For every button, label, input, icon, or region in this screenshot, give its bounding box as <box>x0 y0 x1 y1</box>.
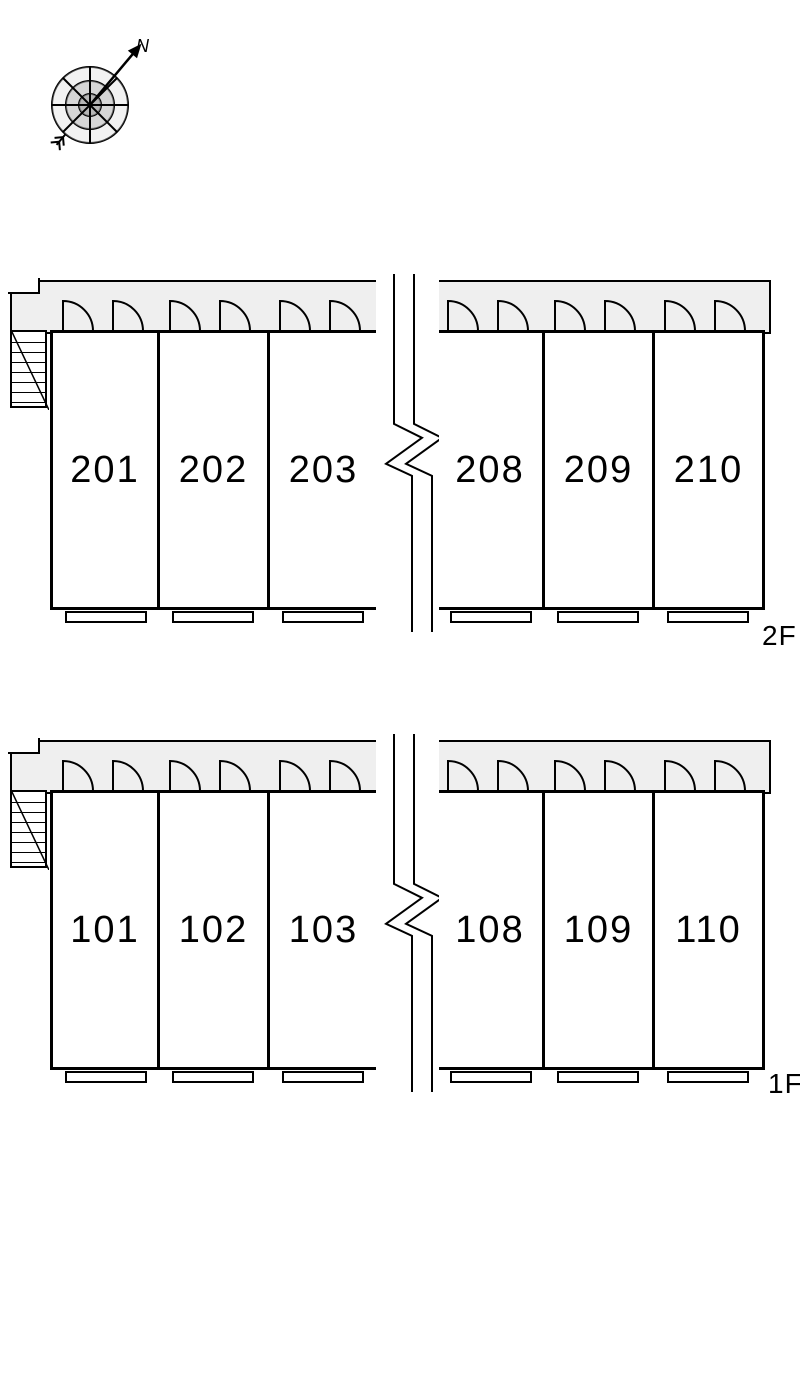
door-arc-icon <box>663 757 699 793</box>
door-arc-icon <box>61 757 97 793</box>
door-arc-icon <box>713 757 749 793</box>
door-arc-icon <box>218 757 254 793</box>
door-arc-icon <box>61 297 97 333</box>
unit-203: 203 <box>270 330 380 610</box>
unit-209: 209 <box>545 330 655 610</box>
unit-201: 201 <box>50 330 160 610</box>
door-arc-icon <box>713 297 749 333</box>
door-arc-icon <box>496 297 532 333</box>
door-arc-icon <box>111 297 147 333</box>
unit-label: 208 <box>455 449 524 492</box>
unit-label: 201 <box>70 449 139 492</box>
unit-208: 208 <box>435 330 545 610</box>
unit-label: 203 <box>289 449 358 492</box>
floor-label: 1F <box>768 1068 800 1100</box>
balcony <box>450 1071 532 1083</box>
door-arc-icon <box>553 757 589 793</box>
compass-rose: N <box>30 30 160 165</box>
door-arc-icon <box>446 757 482 793</box>
door-arc-icon <box>278 297 314 333</box>
corridor-notch <box>8 278 40 294</box>
unit-103: 103 <box>270 790 380 1070</box>
door-arc-icon <box>168 297 204 333</box>
balcony <box>172 1071 254 1083</box>
unit-label: 209 <box>564 449 633 492</box>
door-arc-icon <box>553 297 589 333</box>
door-arc-icon <box>168 757 204 793</box>
unit-label: 202 <box>179 449 248 492</box>
section-break-lines <box>376 274 439 637</box>
compass-n-label: N <box>136 36 150 56</box>
balcony <box>450 611 532 623</box>
balcony <box>172 611 254 623</box>
door-arc-icon <box>446 297 482 333</box>
balcony <box>667 1071 749 1083</box>
unit-108: 108 <box>435 790 545 1070</box>
balcony <box>65 1071 147 1083</box>
unit-label: 108 <box>455 909 524 952</box>
section-break-lines <box>376 734 439 1097</box>
door-arc-icon <box>496 757 532 793</box>
door-arc-icon <box>603 757 639 793</box>
balcony <box>557 611 639 623</box>
unit-110: 110 <box>655 790 765 1070</box>
balcony <box>282 1071 364 1083</box>
corridor-notch <box>8 738 40 754</box>
unit-label: 101 <box>70 909 139 952</box>
floor-label: 2F <box>762 620 797 652</box>
balcony <box>557 1071 639 1083</box>
unit-label: 102 <box>179 909 248 952</box>
door-arc-icon <box>111 757 147 793</box>
unit-202: 202 <box>160 330 270 610</box>
unit-109: 109 <box>545 790 655 1070</box>
unit-label: 210 <box>674 449 743 492</box>
stairs <box>10 790 47 868</box>
unit-102: 102 <box>160 790 270 1070</box>
door-arc-icon <box>663 297 699 333</box>
unit-210: 210 <box>655 330 765 610</box>
unit-label: 109 <box>564 909 633 952</box>
stairs <box>10 330 47 408</box>
door-arc-icon <box>278 757 314 793</box>
door-arc-icon <box>218 297 254 333</box>
door-arc-icon <box>328 757 364 793</box>
unit-101: 101 <box>50 790 160 1070</box>
balcony <box>282 611 364 623</box>
balcony <box>667 611 749 623</box>
balcony <box>65 611 147 623</box>
unit-label: 110 <box>675 909 742 952</box>
door-arc-icon <box>328 297 364 333</box>
unit-label: 103 <box>289 909 358 952</box>
door-arc-icon <box>603 297 639 333</box>
